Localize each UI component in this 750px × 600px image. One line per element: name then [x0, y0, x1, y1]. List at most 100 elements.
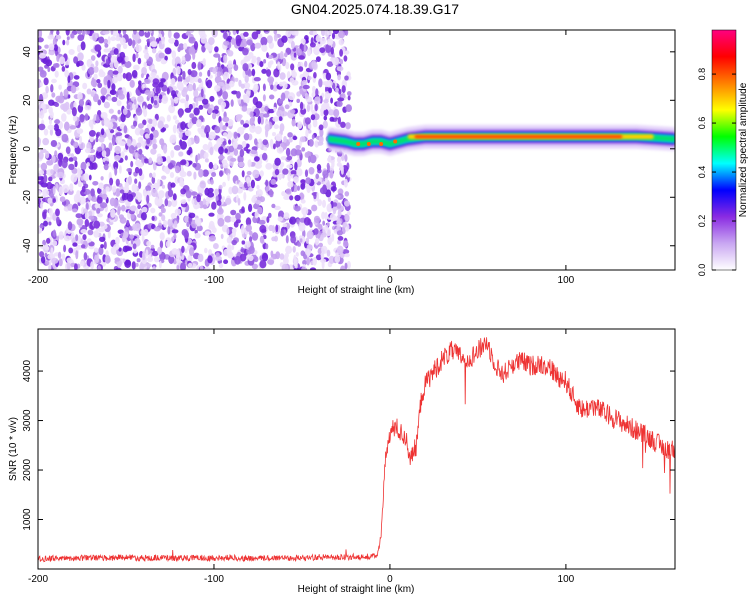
noise-speck [187, 262, 193, 268]
noise-speck [347, 91, 352, 96]
noise-speck [254, 162, 262, 169]
noise-speck [245, 143, 250, 149]
noise-speck [300, 250, 305, 257]
noise-speck [99, 236, 106, 242]
noise-speck [156, 156, 163, 165]
noise-speck [282, 168, 289, 175]
noise-speck [218, 55, 221, 63]
noise-speck [261, 252, 269, 262]
noise-speck [277, 174, 283, 179]
noise-speck [298, 55, 305, 60]
noise-speck [78, 99, 85, 107]
noise-speck [296, 98, 301, 103]
noise-speck [285, 62, 290, 70]
noise-speck [226, 35, 233, 41]
noise-speck [174, 39, 179, 47]
colorbar-label: Normalized spectral amplitude [738, 82, 749, 217]
noise-speck [161, 184, 165, 189]
noise-speck [98, 182, 104, 190]
noise-speck [142, 105, 146, 114]
noise-speck [223, 40, 230, 46]
noise-speck [329, 116, 335, 122]
noise-speck [248, 255, 254, 262]
noise-speck [250, 150, 258, 155]
noise-speck [277, 61, 281, 70]
noise-speck [233, 131, 238, 139]
noise-speck [59, 196, 66, 203]
noise-speck [86, 88, 92, 95]
noise-speck [336, 214, 340, 224]
noise-speck [44, 44, 49, 49]
noise-speck [322, 199, 326, 208]
noise-speck [199, 188, 204, 194]
noise-speck [169, 134, 177, 144]
noise-speck [141, 233, 145, 242]
noise-speck [187, 138, 192, 147]
noise-speck [107, 79, 111, 89]
snr-y-axis-label: SNR (10 * v/v) [8, 417, 19, 481]
noise-speck [52, 229, 57, 238]
noise-speck [255, 101, 263, 109]
noise-speck [146, 240, 152, 247]
noise-speck [234, 255, 242, 265]
noise-speck [216, 138, 222, 148]
noise-speck [144, 30, 151, 38]
noise-speck [38, 30, 43, 39]
noise-speck [174, 119, 180, 125]
noise-speck [287, 132, 293, 138]
noise-speck [313, 192, 317, 200]
noise-speck [104, 43, 109, 48]
noise-speck [297, 185, 300, 191]
noise-speck [203, 267, 212, 270]
noise-speck [66, 257, 73, 263]
snr-line [38, 337, 675, 563]
noise-speck [129, 79, 135, 88]
noise-speck [129, 234, 135, 239]
noise-speck [317, 199, 323, 207]
noise-speck [184, 248, 188, 254]
noise-speck [279, 51, 284, 60]
noise-speck [186, 221, 190, 227]
noise-speck [290, 30, 297, 36]
noise-speck [152, 129, 159, 138]
noise-speck [275, 224, 279, 233]
noise-speck [171, 90, 176, 97]
noise-speck [326, 61, 334, 67]
noise-speck [142, 188, 147, 197]
noise-speck [96, 207, 101, 214]
noise-speck [222, 162, 229, 169]
noise-speck [154, 256, 160, 263]
noise-speck [110, 56, 118, 63]
noise-speck [77, 34, 85, 41]
noise-speck [242, 94, 247, 99]
noise-speck [152, 143, 158, 150]
noise-speck [227, 50, 234, 57]
noise-speck [311, 134, 315, 140]
noise-speck [193, 107, 200, 116]
noise-speck [305, 237, 310, 244]
noise-speck [246, 39, 253, 46]
noise-speck [313, 72, 317, 79]
noise-speck [337, 74, 341, 81]
noise-speck [316, 164, 322, 171]
noise-speck [318, 78, 323, 88]
noise-speck [279, 72, 286, 80]
noise-speck [57, 96, 65, 104]
snr-x-tick-label: 100 [558, 574, 575, 585]
noise-speck [159, 94, 163, 100]
noise-speck [113, 48, 119, 55]
noise-speck [260, 106, 265, 112]
signal-band-blob [393, 139, 398, 144]
noise-speck [224, 215, 232, 223]
noise-speck [151, 250, 159, 257]
noise-speck [205, 131, 209, 139]
noise-speck [80, 229, 87, 234]
noise-speck [74, 263, 78, 270]
noise-speck [267, 61, 272, 69]
noise-speck [97, 227, 105, 233]
noise-speck [196, 119, 202, 128]
noise-speck [290, 40, 295, 49]
noise-speck [180, 262, 186, 270]
noise-speck [165, 240, 171, 248]
noise-speck [176, 81, 184, 90]
